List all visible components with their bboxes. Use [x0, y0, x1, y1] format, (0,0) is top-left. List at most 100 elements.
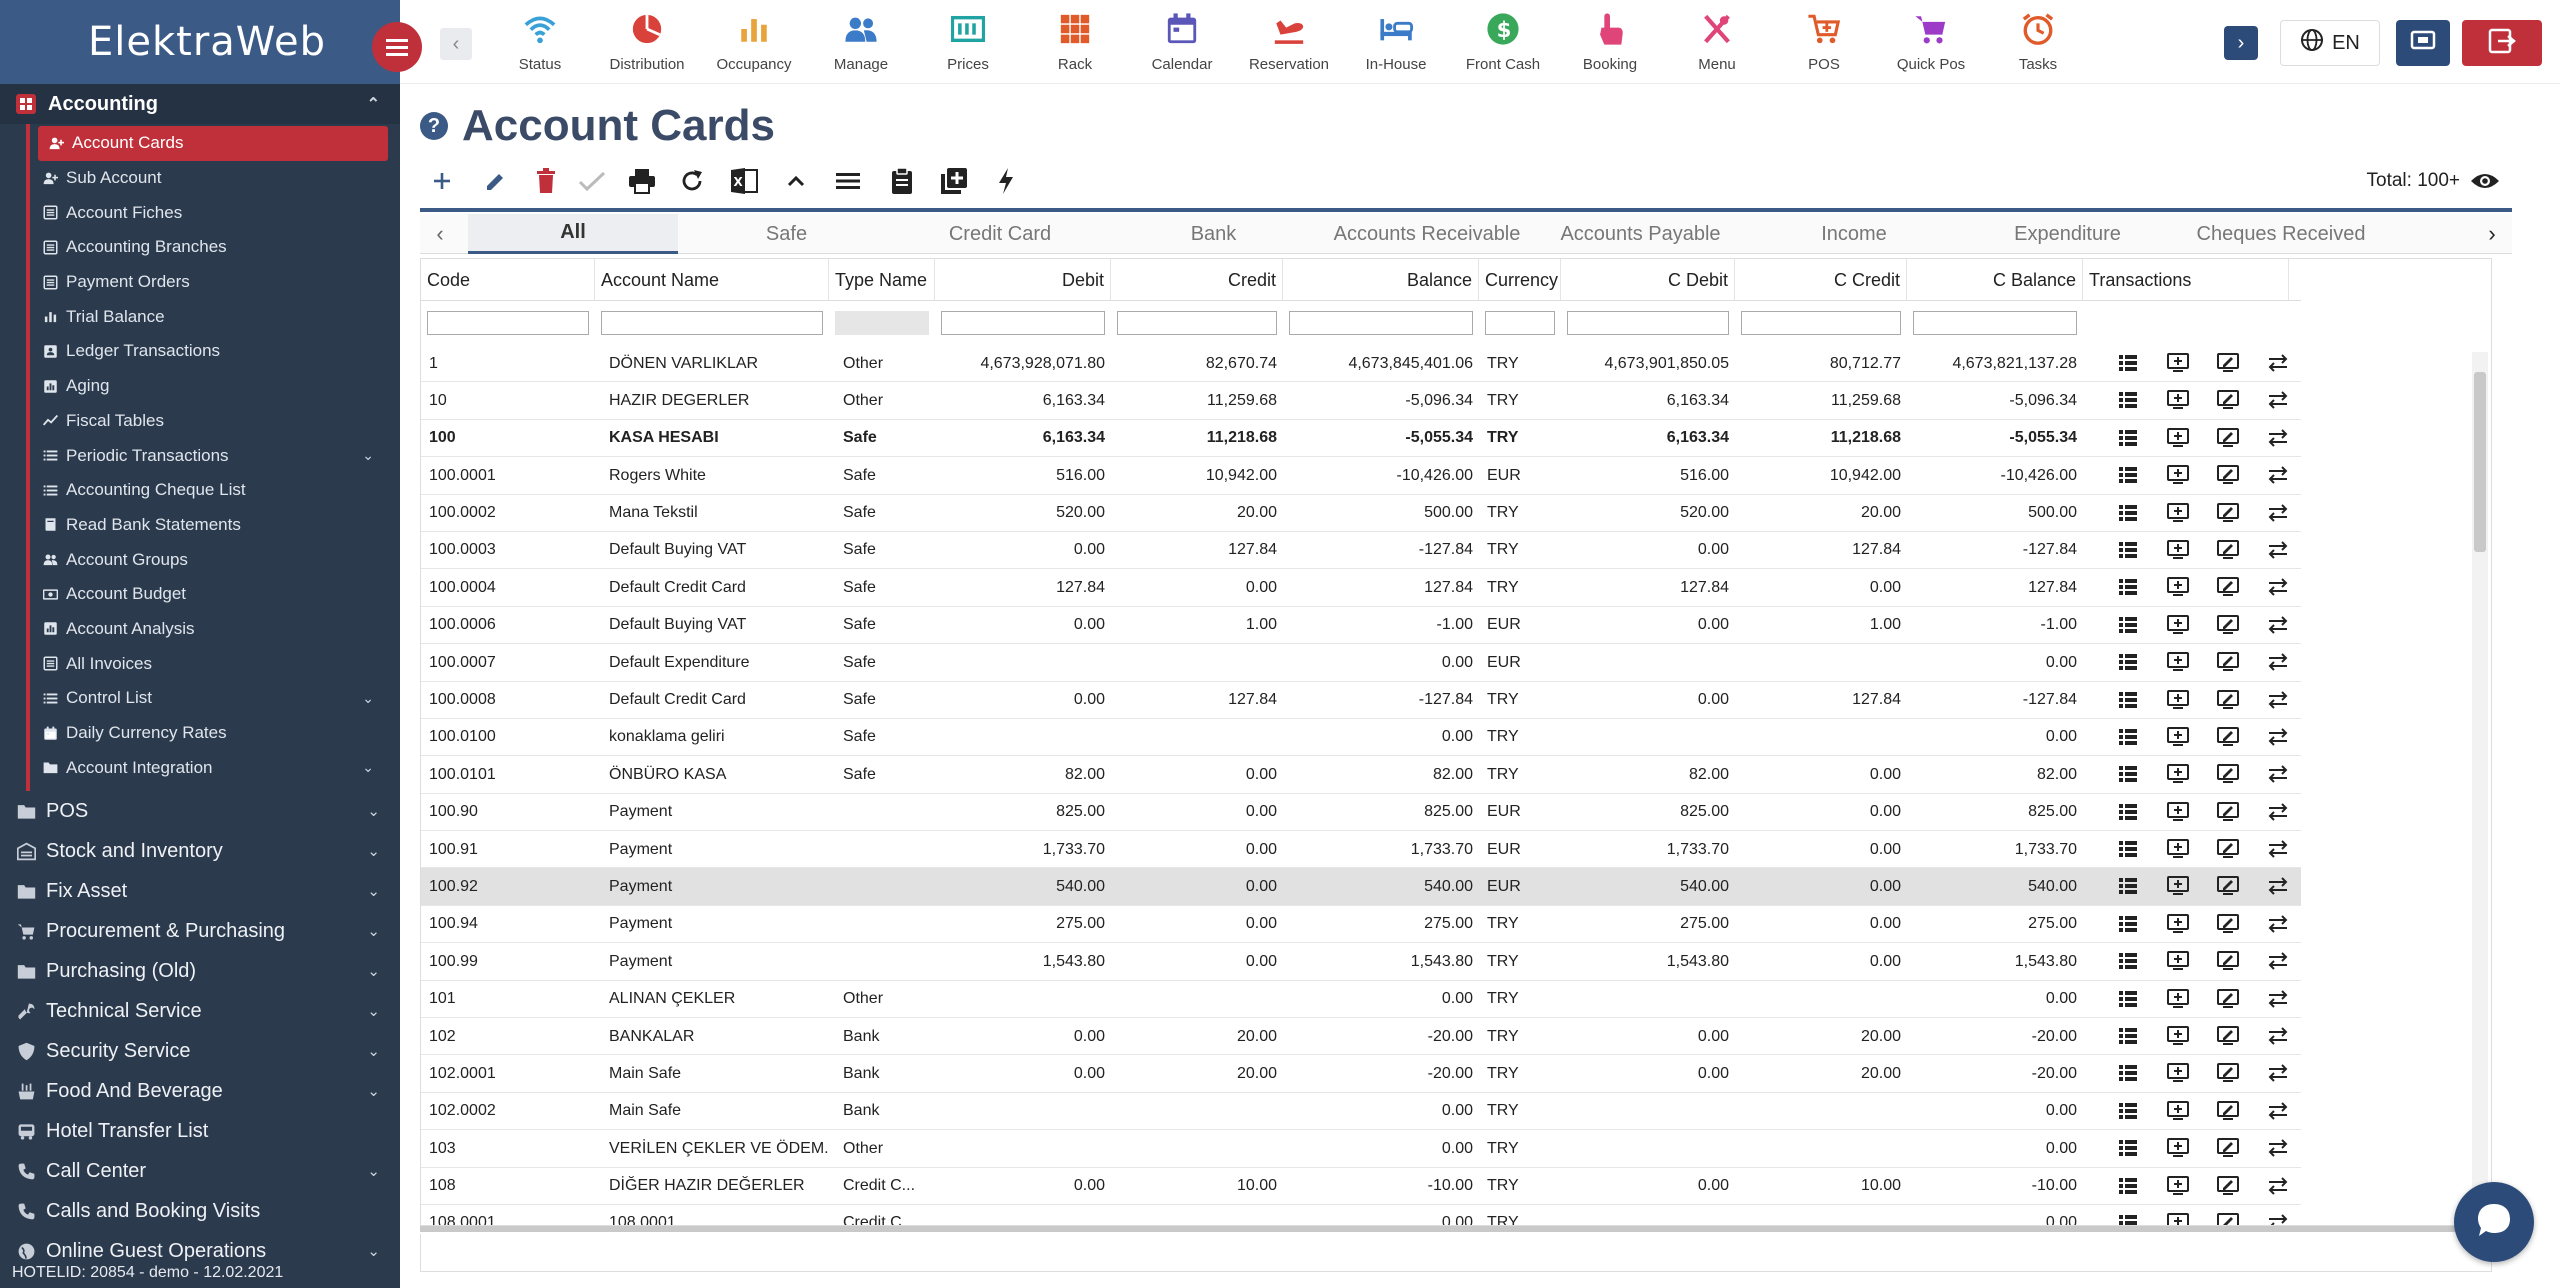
transfer-arrows-icon[interactable]: [2266, 913, 2290, 935]
filter-balance[interactable]: [1289, 311, 1473, 335]
list-details-icon[interactable]: [2116, 614, 2140, 636]
vertical-scrollbar[interactable]: [2472, 352, 2488, 1224]
monitor-edit-icon[interactable]: [2216, 352, 2240, 374]
table-row[interactable]: 100.0002 Mana Tekstil Safe 520.00 20.00 500.0…: [421, 495, 2301, 532]
sidebar-item-ledger-transactions[interactable]: Ledger Transactions: [30, 334, 390, 369]
monitor-add-icon[interactable]: [2166, 464, 2190, 486]
chat-button[interactable]: [2454, 1182, 2534, 1262]
monitor-add-icon[interactable]: [2166, 726, 2190, 748]
nav-item-reservation[interactable]: Reservation: [1239, 8, 1339, 73]
sidebar-item-accounting-cheque-list[interactable]: Accounting Cheque List: [30, 473, 390, 508]
nav-next-button[interactable]: ›: [2224, 26, 2258, 60]
print-button[interactable]: [622, 164, 662, 202]
monitor-edit-icon[interactable]: [2216, 913, 2240, 935]
monitor-add-icon[interactable]: [2166, 651, 2190, 673]
tab-accounts-payable[interactable]: Accounts Payable: [1560, 222, 1721, 245]
transfer-arrows-icon[interactable]: [2266, 763, 2290, 785]
nav-item-pos[interactable]: POS: [1774, 8, 1874, 73]
transfer-arrows-icon[interactable]: [2266, 838, 2290, 860]
transfer-arrows-icon[interactable]: [2266, 689, 2290, 711]
table-row[interactable]: 102 BANKALAR Bank 0.00 20.00 -20.00 TRY 0.00 20.…: [421, 1018, 2301, 1056]
monitor-edit-icon[interactable]: [2216, 1137, 2240, 1159]
sidebar-section-online-guest-operations[interactable]: Online Guest Operations ⌄: [0, 1231, 400, 1271]
sidebar-section-security-service[interactable]: Security Service ⌄: [0, 1031, 400, 1071]
monitor-add-icon[interactable]: [2166, 875, 2190, 897]
add-copy-button[interactable]: [934, 164, 974, 202]
table-row[interactable]: 100.0008 Default Credit Card Safe 0.00 127.8…: [421, 682, 2301, 719]
list-details-icon[interactable]: [2116, 1175, 2140, 1197]
sidebar-item-aging[interactable]: Aging: [30, 369, 390, 404]
monitor-add-icon[interactable]: [2166, 801, 2190, 823]
filter-c-credit[interactable]: [1741, 311, 1901, 335]
list-details-icon[interactable]: [2116, 1062, 2140, 1084]
filter-credit[interactable]: [1117, 311, 1277, 335]
list-details-icon[interactable]: [2116, 389, 2140, 411]
monitor-add-icon[interactable]: [2166, 1062, 2190, 1084]
delete-button[interactable]: [526, 164, 566, 202]
sidebar-section-food-and-beverage[interactable]: Food And Beverage ⌄: [0, 1071, 400, 1111]
sidebar-item-account-integration[interactable]: Account Integration ⌄: [30, 750, 390, 785]
tab-cheq[interactable]: Cheq: [2390, 214, 2469, 254]
list-details-icon[interactable]: [2116, 689, 2140, 711]
nav-item-manage[interactable]: Manage: [811, 8, 911, 73]
nav-item-status[interactable]: Status: [490, 8, 590, 73]
column-header-code[interactable]: Code: [421, 259, 595, 301]
monitor-edit-icon[interactable]: [2216, 464, 2240, 486]
table-row[interactable]: 100.0006 Default Buying VAT Safe 0.00 1.00 -1…: [421, 607, 2301, 645]
column-header-debit[interactable]: Debit: [935, 259, 1111, 301]
transfer-arrows-icon[interactable]: [2266, 539, 2290, 561]
monitor-add-icon[interactable]: [2166, 763, 2190, 785]
column-header-c-debit[interactable]: C Debit: [1561, 259, 1735, 301]
filter-c-balance[interactable]: [1913, 311, 2077, 335]
table-row[interactable]: 101 ALINAN ÇEKLER Other 0.00 TRY 0.00: [421, 981, 2301, 1019]
tab-expenditure[interactable]: Expenditure: [2014, 222, 2121, 245]
nav-item-distribution[interactable]: Distribution: [597, 8, 697, 73]
tab-safe[interactable]: Safe: [765, 222, 808, 245]
sidebar-item-payment-orders[interactable]: Payment Orders: [30, 265, 390, 300]
tab-bank[interactable]: Bank: [1190, 222, 1237, 245]
transfer-arrows-icon[interactable]: [2266, 1025, 2290, 1047]
tab-prev-button[interactable]: ‹: [436, 221, 444, 246]
monitor-edit-icon[interactable]: [2216, 427, 2240, 449]
nav-item-in-house[interactable]: In-House: [1346, 8, 1446, 73]
horizontal-scrollbar[interactable]: [420, 1226, 2472, 1232]
monitor-add-icon[interactable]: [2166, 988, 2190, 1010]
help-icon[interactable]: ?: [420, 112, 448, 140]
nav-item-calendar[interactable]: Calendar: [1132, 8, 1232, 73]
list-details-icon[interactable]: [2116, 875, 2140, 897]
table-row[interactable]: 108 DİĞER HAZIR DEĞERLER Credit C... 0.00 10…: [421, 1168, 2301, 1205]
monitor-edit-icon[interactable]: [2216, 651, 2240, 673]
nav-item-tasks[interactable]: Tasks: [1988, 8, 2060, 73]
column-header-currency[interactable]: Currency: [1479, 259, 1561, 301]
tab-accounts-receivable[interactable]: Accounts Receivable: [1333, 222, 1521, 245]
monitor-edit-icon[interactable]: [2216, 838, 2240, 860]
transfer-arrows-icon[interactable]: [2266, 1212, 2290, 1225]
column-header-c-balance[interactable]: C Balance: [1907, 259, 2083, 301]
list-details-icon[interactable]: [2116, 988, 2140, 1010]
monitor-add-icon[interactable]: [2166, 539, 2190, 561]
table-row[interactable]: 103 VERİLEN ÇEKLER VE ÖDEM... Other 0.00 TRY…: [421, 1130, 2301, 1168]
transfer-arrows-icon[interactable]: [2266, 576, 2290, 598]
table-row[interactable]: 108.0001 108.0001 Credit C... 0.00 TRY 0.00: [421, 1205, 2301, 1225]
list-details-icon[interactable]: [2116, 539, 2140, 561]
table-row[interactable]: 100.0007 Default Expenditure Safe 0.00 EUR 0.…: [421, 644, 2301, 682]
transfer-arrows-icon[interactable]: [2266, 614, 2290, 636]
monitor-edit-icon[interactable]: [2216, 689, 2240, 711]
table-row[interactable]: 100.99 Payment 1,543.80 0.00 1,543.80 TRY 1,54…: [421, 943, 2301, 981]
monitor-add-icon[interactable]: [2166, 1025, 2190, 1047]
list-details-icon[interactable]: [2116, 1212, 2140, 1225]
sidebar-item-periodic-transactions[interactable]: Periodic Transactions ⌄: [30, 438, 390, 473]
sidebar-section-stock-and-inventory[interactable]: Stock and Inventory ⌄: [0, 831, 400, 871]
sidebar-section-procurement-purchasing[interactable]: Procurement & Purchasing ⌄: [0, 911, 400, 951]
filter-code[interactable]: [427, 311, 589, 335]
sidebar-item-trial-balance[interactable]: Trial Balance: [30, 299, 390, 334]
tab-next-button[interactable]: ›: [2488, 221, 2496, 246]
transfer-arrows-icon[interactable]: [2266, 726, 2290, 748]
monitor-edit-icon[interactable]: [2216, 1025, 2240, 1047]
table-row[interactable]: 100.0004 Default Credit Card Safe 127.84 0.0…: [421, 569, 2301, 607]
list-details-icon[interactable]: [2116, 352, 2140, 374]
list-details-icon[interactable]: [2116, 464, 2140, 486]
excel-export-button[interactable]: X: [724, 164, 764, 202]
filter-account-name[interactable]: [601, 311, 823, 335]
monitor-add-icon[interactable]: [2166, 1137, 2190, 1159]
